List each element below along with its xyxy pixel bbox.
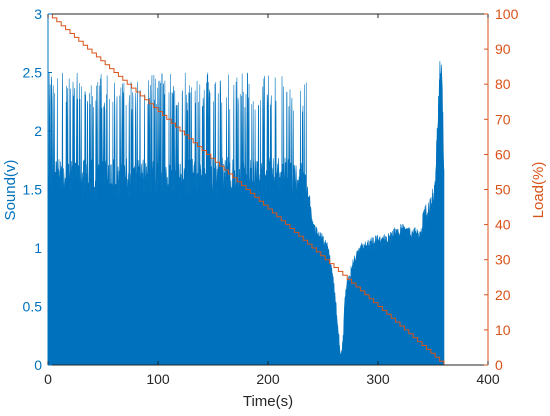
left-y-tick-label: 3 <box>34 6 42 22</box>
sound-series <box>47 61 445 366</box>
right-y-tick-label: 20 <box>495 287 511 303</box>
x-tick-label: 100 <box>146 371 170 387</box>
x-tick-label: 300 <box>366 371 390 387</box>
right-y-tick-label: 30 <box>495 252 511 268</box>
x-tick-label: 200 <box>256 371 280 387</box>
right-y-tick-label: 10 <box>495 322 511 338</box>
x-axis-title: Time(s) <box>243 393 293 410</box>
left-y-tick-label: 2.5 <box>23 65 43 81</box>
right-y-tick-label: 40 <box>495 217 511 233</box>
left-y-axis-title: Sound(v) <box>2 160 19 221</box>
x-tick-label: 400 <box>476 371 500 387</box>
right-y-tick-label: 60 <box>495 146 511 162</box>
right-y-tick-label: 50 <box>495 182 511 198</box>
sound-signal <box>47 61 445 366</box>
right-y-tick-label: 90 <box>495 41 511 57</box>
left-y-tick-label: 2 <box>34 123 42 139</box>
load-series <box>48 13 445 365</box>
left-y-tick-label: 0.5 <box>23 299 43 315</box>
right-y-axis-title: Load(%) <box>530 162 547 219</box>
load-staircase-line <box>48 13 445 365</box>
right-y-tick-label: 80 <box>495 76 511 92</box>
left-y-tick-label: 0 <box>34 357 42 373</box>
left-y-tick-label: 1 <box>34 240 42 256</box>
x-tick-label: 0 <box>44 371 52 387</box>
right-y-tick-label: 70 <box>495 111 511 127</box>
left-y-tick-label: 1.5 <box>23 182 43 198</box>
tick-labels: 0 100 200 300 40000.511.522.5301020304050607… <box>23 6 519 387</box>
right-y-tick-label: 100 <box>495 6 519 22</box>
right-y-tick-label: 0 <box>495 357 503 373</box>
